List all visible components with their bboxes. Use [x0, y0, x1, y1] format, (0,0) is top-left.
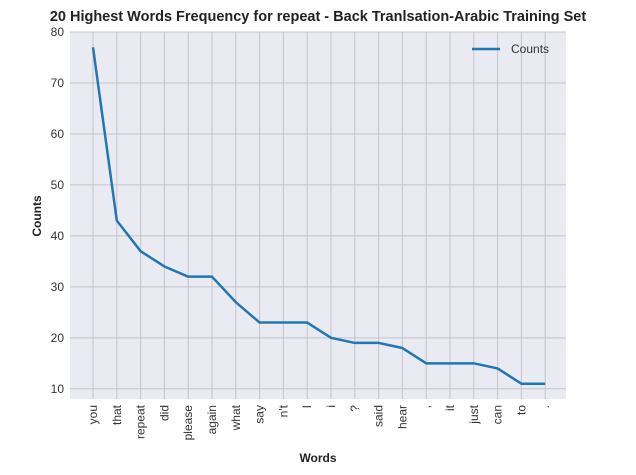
x-tick-label: . — [538, 405, 552, 408]
x-tick-label: i — [324, 405, 338, 408]
x-tick-label: repeat — [134, 404, 148, 439]
x-axis-label: Words — [299, 451, 336, 465]
x-tick-label: hear — [395, 405, 409, 429]
x-tick-label: please — [181, 405, 195, 441]
x-tick-label: I — [300, 405, 314, 408]
legend-label-counts: Counts — [511, 42, 549, 56]
x-tick-label: to — [514, 405, 528, 415]
x-tick-label: just — [467, 404, 481, 424]
series-layer — [91, 47, 546, 385]
x-tick-label: that — [110, 404, 124, 425]
x-tick-label: ? — [348, 405, 362, 412]
y-tick-label: 70 — [51, 76, 65, 90]
y-tick-label: 40 — [51, 229, 65, 243]
x-tick-label: again — [205, 405, 219, 434]
y-axis-label: Counts — [30, 195, 44, 237]
x-tick-label: did — [157, 405, 171, 421]
series-line-counts — [91, 47, 546, 385]
y-tick-label: 10 — [51, 382, 65, 396]
x-tick-label: n't — [276, 404, 290, 417]
y-gridlines — [70, 31, 566, 390]
x-tick-label: , — [419, 405, 433, 408]
y-tick-label: 30 — [51, 280, 65, 294]
y-tick-label: 80 — [51, 25, 65, 39]
plot-area — [70, 32, 566, 399]
x-tick-label: it — [443, 404, 457, 411]
x-tick-label: said — [372, 405, 386, 427]
x-gridlines — [92, 32, 546, 399]
chart-title: 20 Highest Words Frequency for repeat - … — [50, 9, 587, 25]
y-axis-ticks: 10 20 30 40 50 60 70 80 — [51, 25, 65, 396]
x-tick-label: say — [253, 405, 267, 424]
legend: Counts — [472, 42, 549, 56]
x-tick-label: you — [86, 405, 100, 424]
x-tick-label: what — [229, 404, 243, 431]
y-tick-label: 20 — [51, 331, 65, 345]
y-tick-label: 50 — [51, 178, 65, 192]
y-tick-label: 60 — [51, 127, 65, 141]
x-tick-label: can — [491, 405, 505, 424]
